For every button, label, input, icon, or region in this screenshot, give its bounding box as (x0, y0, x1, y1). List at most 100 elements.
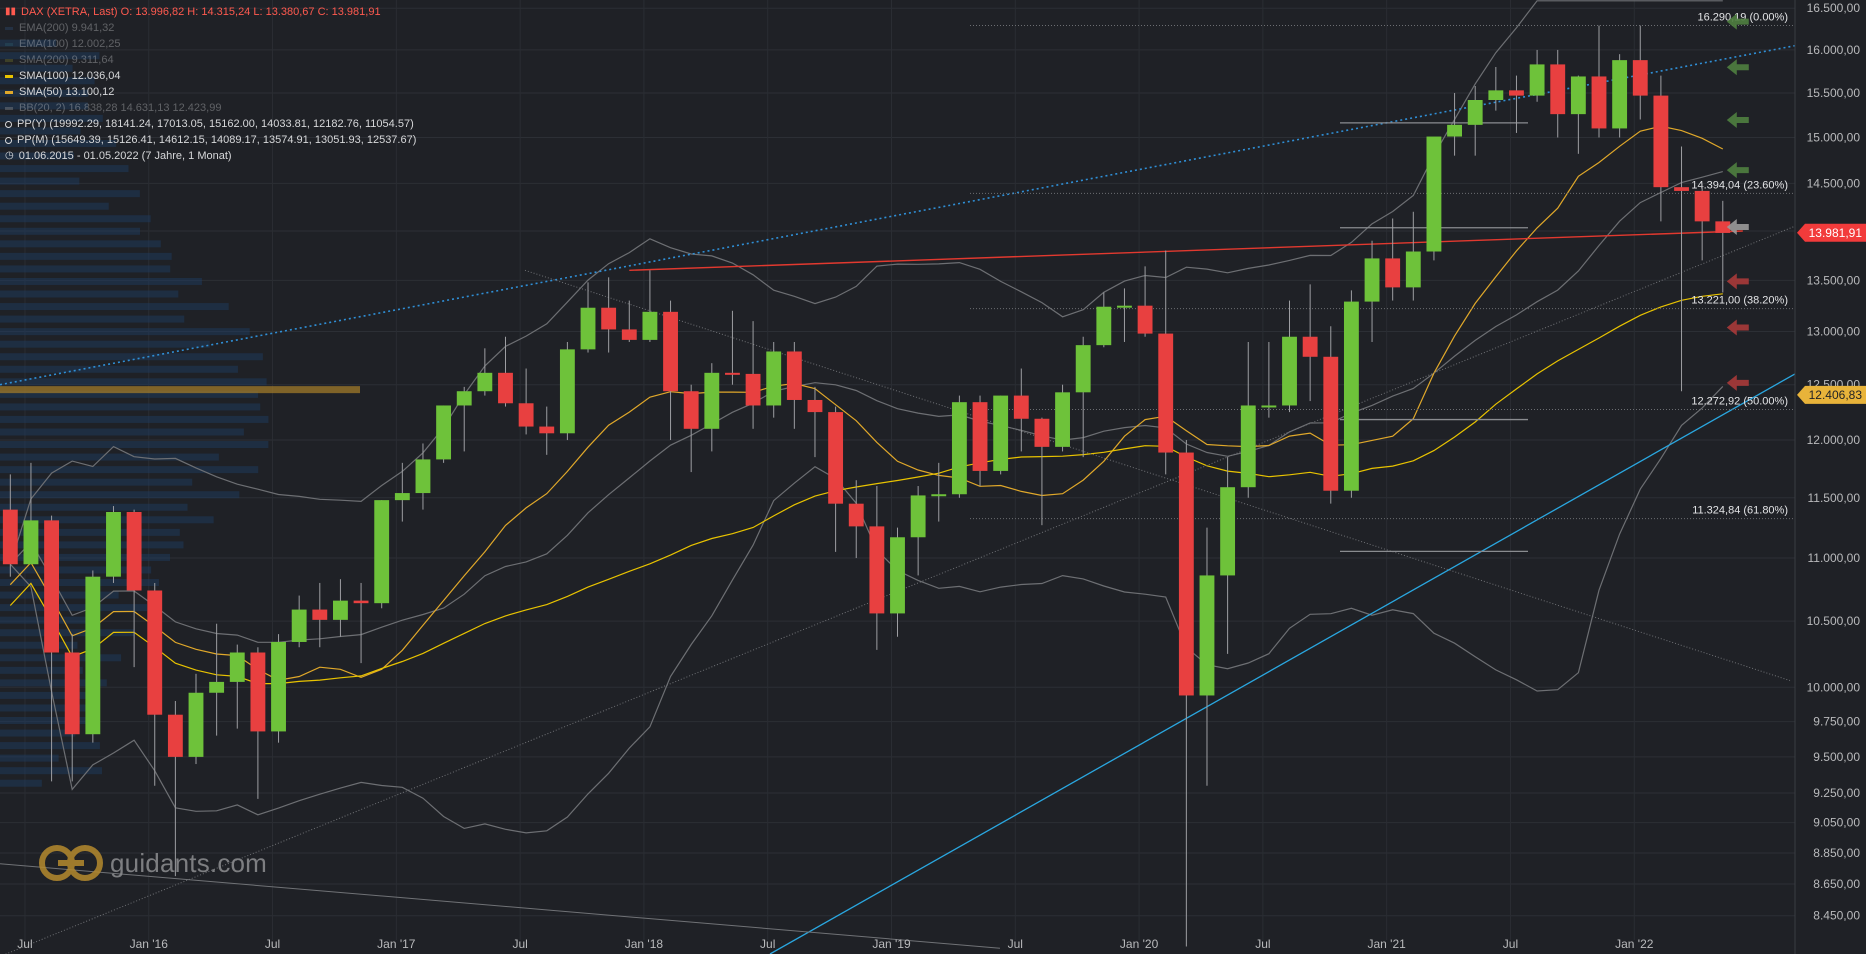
candle-bullish (333, 600, 348, 620)
trendline-lower-blue (769, 373, 1796, 954)
volume-profile-bar (0, 779, 42, 787)
signal-arrow-icon (1726, 59, 1749, 76)
x-tick-label: Jan '17 (377, 937, 416, 951)
volume-profile-bar (0, 89, 89, 97)
y-tick-label: 13.000,00 (1807, 325, 1861, 339)
legend-item-ema100[interactable]: EMA(100) 12.002,25 (5, 36, 416, 52)
volume-profile-bar (0, 139, 117, 147)
chart-type-icon: ▮▮ (5, 6, 17, 17)
legend-item-sma100[interactable]: SMA(100) 12.036,04 (5, 68, 416, 84)
volume-profile-bar (0, 227, 141, 235)
volume-profile-bar (0, 290, 179, 298)
candle-bearish (1178, 452, 1194, 696)
volume-profile-bar (0, 528, 180, 536)
candle-bearish (1137, 305, 1153, 334)
legend-label: SMA(50) 13.100,12 (19, 86, 115, 98)
trendline-ascending (4, 225, 1796, 954)
fib-level-label: 11.324,84 (61.80%) (1692, 505, 1788, 517)
candle-bearish (498, 372, 513, 404)
candle-bullish (1220, 487, 1236, 576)
volume-profile-bar (0, 240, 161, 248)
legend-title-row: ▮▮ DAX (XETRA, Last) O: 13.996,82 H: 14.… (5, 4, 416, 20)
candle-bullish (209, 681, 225, 693)
candle-bearish (621, 329, 637, 340)
legend-title: DAX (XETRA, Last) O: 13.996,82 H: 14.315… (21, 6, 381, 18)
volume-profile-bar (0, 591, 119, 599)
pivot-icon (5, 136, 12, 144)
volume-profile-bar (0, 64, 73, 72)
volume-profile-bar (0, 503, 188, 511)
candle-bearish (167, 714, 183, 757)
legend-item-bb[interactable]: BB(20, 2) 16.838,28 14.631,13 12.423,99 (5, 100, 416, 116)
candle-bullish (1447, 124, 1462, 137)
candle-bullish (23, 520, 39, 565)
volume-profile-bar (0, 553, 171, 561)
pivot-icon (5, 120, 12, 128)
volume-profile-bar (0, 742, 100, 750)
legend-label: EMA(100) 12.002,25 (19, 38, 121, 50)
candle-bearish (745, 373, 761, 406)
bollinger-lower-band (9, 385, 1724, 834)
resistance-line-red (629, 230, 1743, 272)
candle-bullish (436, 405, 452, 460)
volume-profile-bar (0, 729, 76, 737)
candle-bullish (1117, 305, 1132, 308)
candle-bullish (931, 494, 947, 497)
y-tick-label: 16.000,00 (1807, 43, 1861, 57)
date-range-label: 01.06.2015 - 01.05.2022 (7 Jahre, 1 Mona… (18, 150, 232, 162)
y-tick-label: 9.050,00 (1813, 816, 1860, 830)
candle-bullish (1282, 336, 1297, 406)
signal-arrow-icon (1726, 111, 1749, 128)
y-tick-label: 10.500,00 (1807, 614, 1861, 628)
candle-bearish (1302, 336, 1318, 357)
volume-profile-bar (0, 478, 193, 486)
volume-profile-bar (0, 390, 259, 398)
y-tick-label: 16.500,00 (1807, 1, 1861, 15)
candle-bullish (1199, 575, 1215, 696)
candle-bullish (415, 459, 431, 494)
candle-bullish (85, 576, 101, 735)
candle-bullish (993, 395, 1009, 471)
volume-profile-bar (0, 466, 259, 474)
volume-profile-bar (0, 566, 152, 574)
legend-label: PP(M) (15649.39, 15126.41, 14612.15, 140… (17, 134, 417, 146)
volume-profile-bar (0, 491, 240, 499)
candle-bearish (250, 652, 266, 732)
candle-bullish (1405, 251, 1421, 288)
legend-swatch (5, 106, 13, 110)
legend-item-pp-monthly[interactable]: PP(M) (15649.39, 15126.41, 14612.15, 140… (5, 132, 416, 148)
volume-profile-bar (0, 691, 90, 699)
volume-profile-bar (0, 315, 185, 323)
legend-item-pp-yearly[interactable]: PP(Y) (19992.29, 18141.24, 17013.05, 151… (5, 116, 416, 132)
candle-bullish (456, 391, 472, 406)
candle-bullish (1488, 90, 1504, 100)
signal-arrow-icon (1726, 374, 1749, 391)
legend-item-sma50[interactable]: SMA(50) 13.100,12 (5, 84, 416, 100)
price-tag-label: 13.981,91 (1809, 226, 1863, 240)
candle-bearish (312, 609, 328, 620)
legend-swatch (5, 42, 13, 46)
volume-profile-bar (0, 453, 219, 461)
candle-bullish (1343, 301, 1359, 491)
legend-item-ema200[interactable]: EMA(200) 9.941,32 (5, 20, 416, 36)
volume-profile-bar (0, 127, 81, 135)
volume-profile-bar (0, 77, 95, 85)
volume-profile-bar (0, 340, 210, 348)
y-tick-label: 9.250,00 (1813, 786, 1860, 800)
legend-label: PP(Y) (19992.29, 18141.24, 17013.05, 151… (17, 118, 414, 130)
volume-profile-bar (0, 679, 107, 687)
candle-bullish (1364, 258, 1380, 302)
candle-bullish (1426, 136, 1442, 252)
legend-date-range[interactable]: ◷ 01.06.2015 - 01.05.2022 (7 Jahre, 1 Mon… (5, 148, 416, 164)
volume-profile-bar (0, 102, 88, 110)
candle-bullish (704, 372, 720, 429)
candle-bearish (1013, 395, 1029, 419)
candle-bullish (394, 493, 410, 501)
y-tick-label: 12.000,00 (1807, 433, 1861, 447)
legend-item-sma200[interactable]: SMA(200) 9.311,64 (5, 52, 416, 68)
candle-bullish (580, 307, 596, 350)
candle-bullish (188, 692, 204, 757)
candle-bearish (353, 600, 369, 604)
